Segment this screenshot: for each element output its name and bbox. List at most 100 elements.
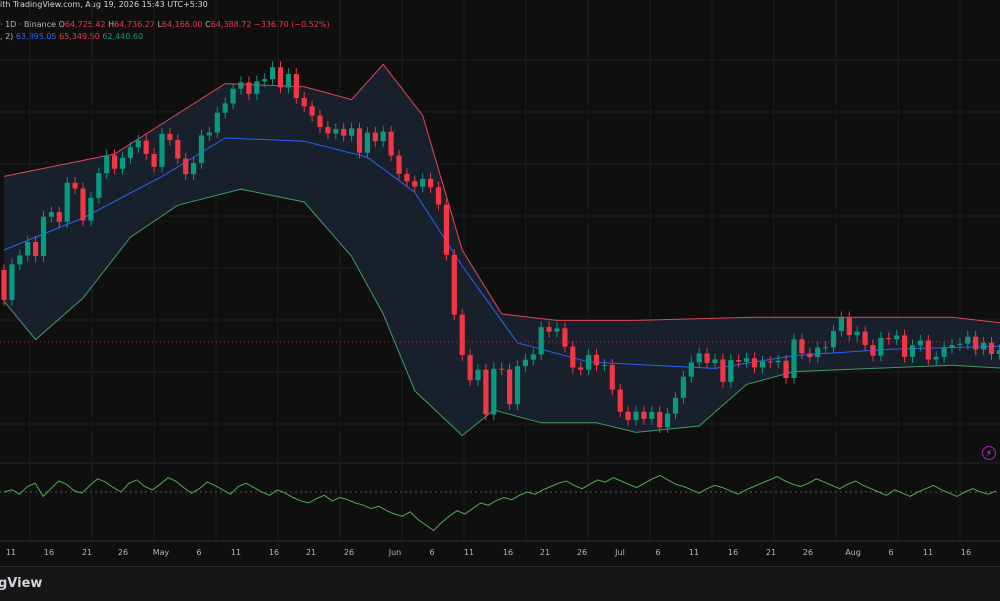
close-label: C — [205, 20, 211, 29]
candle-body — [499, 368, 505, 370]
time-tick-label: 6 — [655, 548, 660, 557]
bb-params: , 2) — [0, 32, 14, 41]
candle-body — [838, 317, 844, 331]
time-tick-label: 16 — [728, 548, 738, 557]
candle-body — [40, 216, 47, 257]
candle-body — [230, 88, 236, 104]
candle-body — [238, 82, 244, 89]
candle-body — [601, 364, 607, 366]
candle-body — [609, 364, 615, 390]
candle-body — [356, 128, 363, 153]
candle-body — [25, 242, 31, 256]
time-tick-label: Jul — [614, 548, 625, 557]
candle-body — [159, 133, 165, 167]
grid — [0, 0, 1000, 542]
open-value: 64,725.42 — [64, 20, 106, 29]
candle-body — [270, 67, 276, 80]
candle-body — [570, 346, 576, 368]
candle-body — [191, 162, 197, 175]
candle-body — [767, 361, 773, 363]
symbol-interval-exchange: · 1D · Binance — [0, 20, 57, 29]
candle-body — [973, 336, 979, 350]
candle-body — [285, 74, 291, 88]
candle-body — [815, 347, 821, 358]
bb-basis-value: 63,895.05 — [15, 32, 57, 41]
candle-body — [151, 154, 157, 167]
candle-body — [862, 331, 868, 346]
candle-body — [886, 338, 892, 340]
candle-body — [364, 132, 370, 153]
candle-body — [846, 317, 852, 336]
time-tick-label: 21 — [82, 548, 92, 557]
candle-body — [435, 187, 442, 205]
ohlc-legend: · 1D · Binance O64,725.42 H64,736.27 L64… — [0, 20, 330, 30]
candle-body — [522, 359, 528, 367]
candle-body — [491, 368, 497, 415]
price-chart[interactable]: 11 16 21 26 May 6 11 16 21 26 Jun 6 11 16 21 26 Jul 6 11 16… — [0, 0, 1000, 566]
lightning-icon[interactable]: ⚡ — [982, 446, 996, 460]
time-axis[interactable]: 11 16 21 26 May 6 11 16 21 26 Jun 6 11 16 21 26 Jul 6 11 16… — [6, 548, 971, 557]
time-tick-label: 16 — [44, 548, 54, 557]
candle-body — [665, 413, 671, 428]
candle-body — [443, 204, 449, 255]
candle-body — [562, 328, 568, 347]
candle-body — [704, 353, 710, 363]
time-tick-label: 21 — [766, 548, 776, 557]
candle-body — [578, 367, 584, 370]
footer: gView — [0, 566, 1000, 601]
candle-body — [293, 74, 299, 98]
candle-body — [317, 115, 323, 128]
bollinger-fill — [4, 64, 1000, 436]
candle-body — [649, 411, 655, 419]
candle-body — [135, 140, 141, 148]
candle-body — [333, 129, 339, 134]
candle-body — [783, 360, 789, 378]
candle-body — [633, 411, 639, 420]
time-tick-label: 11 — [923, 548, 933, 557]
indicator-pane — [0, 474, 1000, 532]
candle-body — [957, 343, 963, 346]
candle-body — [183, 158, 189, 175]
candle-body — [388, 131, 394, 156]
candle-body — [641, 411, 647, 419]
candle-body — [854, 331, 860, 336]
time-tick-label: 26 — [118, 548, 128, 557]
time-tick-label: 26 — [803, 548, 813, 557]
candle-body — [206, 132, 212, 136]
candle-body — [720, 359, 726, 382]
candle-body — [309, 106, 315, 116]
candle-body — [428, 178, 434, 188]
high-value: 64,736.27 — [114, 20, 155, 29]
candle-body — [925, 340, 931, 360]
candle-body — [420, 178, 426, 187]
candle-body — [530, 354, 536, 360]
time-tick-label: 11 — [689, 548, 699, 557]
bollinger-bands — [3, 63, 1000, 437]
candle-body — [909, 345, 916, 357]
candle-body — [64, 182, 70, 222]
candle-body — [593, 354, 600, 366]
candle-body — [688, 362, 694, 377]
candle-body — [341, 129, 347, 136]
candle-body — [507, 369, 513, 405]
candle-body — [459, 314, 465, 355]
candle-body — [143, 140, 149, 154]
candle-body — [104, 155, 110, 174]
high-label: H — [108, 20, 115, 29]
time-tick-label: 16 — [503, 548, 513, 557]
candle-body — [823, 347, 829, 349]
time-tick-label: 6 — [196, 548, 201, 557]
candle-body — [277, 67, 284, 88]
open-label: O — [58, 20, 65, 29]
candle-body — [728, 360, 734, 382]
candle-body — [222, 103, 228, 113]
time-tick-label: Aug — [845, 548, 861, 557]
time-tick-label: 26 — [577, 548, 587, 557]
brand-logo[interactable]: gView — [0, 576, 43, 591]
time-tick-label: 6 — [429, 548, 434, 557]
candle-body — [965, 336, 971, 344]
candle-body — [214, 112, 220, 133]
time-tick-label: 6 — [888, 548, 893, 557]
candle-body — [672, 397, 679, 414]
